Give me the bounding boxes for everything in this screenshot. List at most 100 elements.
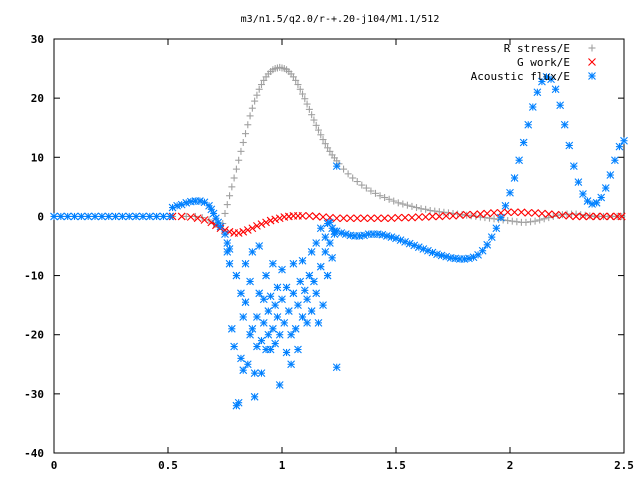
data-point <box>244 121 252 129</box>
data-point <box>268 324 277 333</box>
data-point <box>63 212 72 221</box>
legend-marker <box>588 44 596 52</box>
data-point <box>585 212 594 221</box>
data-point <box>196 197 204 205</box>
data-point <box>253 222 261 230</box>
data-point <box>508 217 516 225</box>
data-point <box>239 227 248 236</box>
data-point <box>606 171 615 179</box>
data-point <box>360 231 368 240</box>
data-point <box>255 289 264 298</box>
data-point <box>413 204 421 212</box>
data-point <box>132 212 140 221</box>
data-point <box>326 147 334 155</box>
data-point <box>299 90 307 98</box>
data-point <box>382 232 391 240</box>
data-point <box>515 156 524 165</box>
data-point <box>314 126 322 134</box>
data-point <box>50 212 58 221</box>
data-point <box>524 120 533 129</box>
marks <box>50 63 628 410</box>
data-point <box>248 104 256 112</box>
data-point <box>237 147 245 155</box>
data-point <box>234 229 243 237</box>
data-point <box>547 75 555 84</box>
data-point <box>159 212 168 221</box>
data-point <box>246 277 254 286</box>
data-point <box>253 91 261 99</box>
data-point <box>223 239 232 247</box>
data-point <box>226 192 234 200</box>
data-point <box>305 271 314 280</box>
data-point <box>266 345 275 354</box>
data-point <box>428 212 437 221</box>
data-point <box>435 208 443 216</box>
data-point <box>528 103 537 111</box>
y-tick-label: -10 <box>24 270 44 283</box>
data-point <box>307 307 316 315</box>
data-point <box>305 105 313 113</box>
data-point <box>319 213 327 221</box>
data-point <box>522 218 530 226</box>
data-point <box>531 217 539 225</box>
chart-title: m3/n1.5/q2.0/r-+.20-j104/M1.1/512 <box>241 14 440 25</box>
data-point <box>139 212 147 221</box>
data-point <box>440 208 448 216</box>
x-tick-label: 0 <box>51 459 58 472</box>
data-point <box>239 366 248 375</box>
data-point <box>271 301 280 310</box>
data-point <box>442 252 451 261</box>
data-point <box>234 398 243 407</box>
data-point <box>273 283 282 292</box>
data-point <box>476 210 485 218</box>
data-point <box>200 198 209 207</box>
data-point <box>581 211 589 219</box>
data-point <box>200 216 209 224</box>
data-point <box>280 318 289 327</box>
data-point <box>166 212 175 221</box>
y-tick-label: -20 <box>24 329 44 342</box>
data-point <box>255 85 263 93</box>
data-point <box>344 170 352 178</box>
data-point <box>310 116 318 124</box>
data-point <box>410 241 419 250</box>
data-point <box>610 156 619 165</box>
data-point <box>230 174 238 182</box>
data-point <box>84 212 93 221</box>
data-point <box>173 201 182 210</box>
x-tick-label: 2 <box>507 459 514 472</box>
data-point <box>221 230 229 239</box>
data-point <box>341 230 350 239</box>
data-point <box>360 214 368 223</box>
data-point <box>273 313 282 321</box>
data-point <box>325 239 334 247</box>
data-point <box>565 211 574 220</box>
x-tick-label: 1.5 <box>386 459 406 472</box>
data-point <box>551 85 560 94</box>
data-point <box>579 190 587 198</box>
data-point <box>339 214 348 223</box>
data-point <box>239 139 247 146</box>
data-point <box>303 100 311 108</box>
data-point <box>275 381 284 389</box>
data-point <box>257 336 266 345</box>
data-point <box>268 259 277 268</box>
y-tick-label: 0 <box>37 210 44 223</box>
data-point <box>312 289 321 298</box>
data-point <box>421 213 430 221</box>
data-point <box>517 208 526 217</box>
data-point <box>296 85 304 93</box>
data-point <box>510 208 519 217</box>
data-point <box>278 265 286 274</box>
data-point <box>426 207 434 215</box>
data-point <box>328 253 337 262</box>
data-point <box>193 214 202 223</box>
y-tick-label: 30 <box>31 33 44 46</box>
data-point <box>496 213 505 222</box>
data-point <box>408 213 416 222</box>
legend-label: R stress/E <box>504 42 570 55</box>
data-point <box>371 189 379 197</box>
data-point <box>294 301 302 310</box>
data-point <box>527 218 535 226</box>
